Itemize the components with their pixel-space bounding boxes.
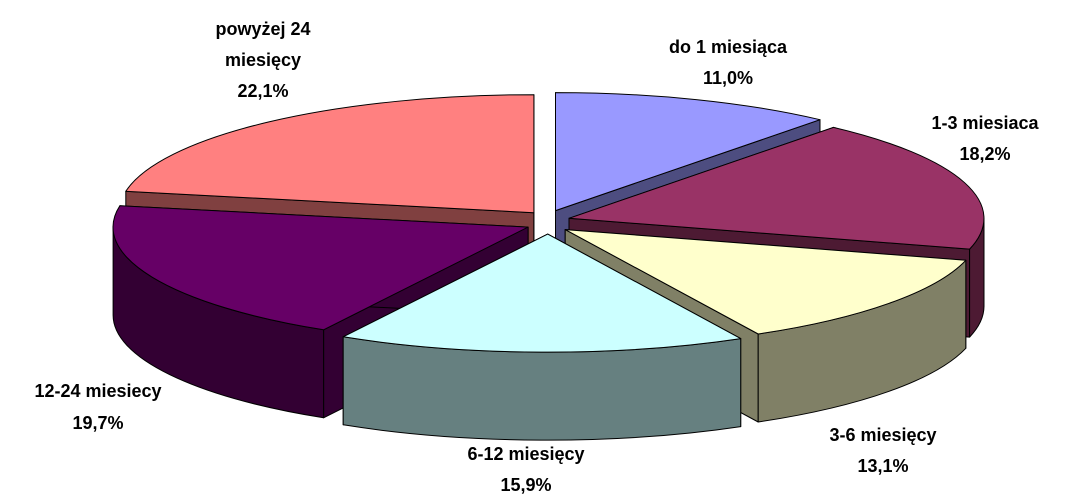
slice-value-do-1-miesiaca: 11,0% [703, 68, 753, 88]
slice-5-top-face [125, 94, 535, 214]
slice-label-6-12-miesiecy: 6-12 miesięcy [467, 444, 584, 464]
pie-slices [112, 92, 985, 441]
slice-0-top-face [555, 92, 821, 212]
slice-label-1-3-miesiaca: 1-3 miesiaca [931, 113, 1039, 133]
slice-label-powyzej-24-line1: powyżej 24 [215, 19, 310, 39]
slice-1-top-face [568, 126, 985, 250]
slice-value-3-6-miesiecy: 13,1% [857, 456, 908, 476]
slice-label-powyzej-24-line2: miesięcy [225, 50, 301, 70]
slice-value-12-24-miesiecy: 19,7% [72, 413, 123, 433]
slice-label-3-6-miesiecy: 3-6 miesięcy [829, 425, 936, 445]
slice-4-top-face [112, 205, 529, 331]
slice-value-6-12-miesiecy: 15,9% [500, 475, 551, 495]
slice-2-top-face [564, 229, 967, 335]
slice-label-do-1-miesiaca: do 1 miesiąca [669, 37, 788, 57]
slice-value-1-3-miesiaca: 18,2% [959, 144, 1010, 164]
slice-value-powyzej-24: 22,1% [237, 81, 288, 101]
slice-label-12-24-miesiecy: 12-24 miesiecy [34, 381, 161, 401]
pie-slice-3 [342, 233, 742, 441]
slice-3-top-face [342, 233, 742, 353]
